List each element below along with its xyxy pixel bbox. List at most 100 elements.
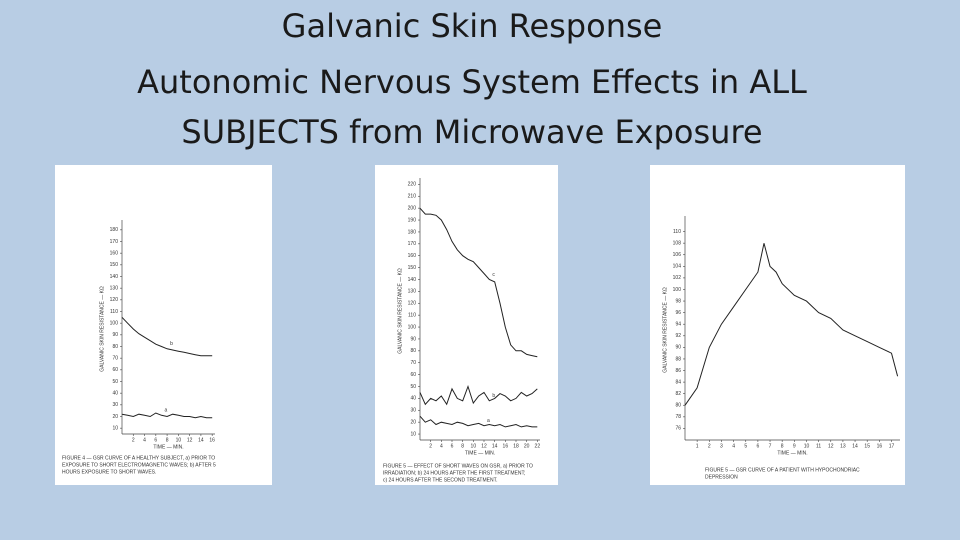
figure-panel bbox=[650, 165, 905, 485]
line-series bbox=[121, 412, 213, 419]
caption: FIGURE 4 — GSR CURVE OF A HEALTHY SUBJEC… bbox=[62, 455, 215, 461]
x-tick-label: 22 bbox=[535, 443, 541, 449]
x-tick-label: 10 bbox=[804, 443, 810, 449]
y-tick-label: 86 bbox=[675, 368, 681, 374]
y-tick-label: 96 bbox=[675, 310, 681, 316]
x-tick-label: 4 bbox=[440, 443, 443, 449]
figure-panel bbox=[375, 165, 558, 485]
caption: DEPRESSION bbox=[705, 474, 738, 480]
y-tick-label: 20 bbox=[112, 414, 118, 420]
y-axis-label: GALVANIC SKIN RESISTANCE — KΩ bbox=[662, 287, 668, 373]
x-tick-label: 16 bbox=[503, 443, 509, 449]
y-tick-label: 30 bbox=[410, 408, 416, 414]
y-tick-label: 106 bbox=[673, 252, 682, 258]
y-tick-label: 84 bbox=[675, 379, 681, 385]
y-tick-label: 102 bbox=[673, 275, 682, 281]
y-tick-label: 60 bbox=[410, 372, 416, 378]
x-tick-label: 14 bbox=[492, 443, 498, 449]
y-axis-label: GALVANIC SKIN RESISTANCE — KΩ bbox=[397, 268, 403, 354]
y-tick-label: 170 bbox=[408, 241, 417, 247]
y-tick-label: 94 bbox=[675, 322, 681, 328]
y-tick-label: 120 bbox=[408, 301, 417, 307]
x-tick-label: 4 bbox=[143, 437, 146, 443]
y-tick-label: 200 bbox=[408, 205, 417, 211]
caption: HOURS EXPOSURE TO SHORT WAVES. bbox=[62, 469, 156, 475]
x-tick-label: 9 bbox=[793, 443, 796, 449]
x-tick-label: 2 bbox=[132, 437, 135, 443]
x-axis-label: TIME — MIN. bbox=[153, 444, 183, 450]
x-tick-label: 20 bbox=[524, 443, 530, 449]
x-tick-label: 12 bbox=[828, 443, 834, 449]
y-tick-label: 210 bbox=[408, 194, 417, 200]
x-axis-label: TIME — MIN. bbox=[777, 450, 807, 456]
x-tick-label: 2 bbox=[708, 443, 711, 449]
y-tick-label: 180 bbox=[408, 229, 417, 235]
caption: c) 24 HOURS AFTER THE SECOND TREATMENT. bbox=[383, 477, 497, 483]
y-tick-label: 88 bbox=[675, 356, 681, 362]
x-tick-label: 6 bbox=[756, 443, 759, 449]
y-tick-label: 76 bbox=[675, 426, 681, 432]
y-tick-label: 20 bbox=[410, 419, 416, 425]
y-tick-label: 70 bbox=[112, 355, 118, 361]
y-tick-label: 180 bbox=[110, 227, 119, 233]
y-tick-label: 130 bbox=[408, 289, 417, 295]
y-tick-label: 82 bbox=[675, 391, 681, 397]
y-tick-label: 110 bbox=[673, 229, 681, 235]
series-label: b bbox=[492, 393, 495, 399]
y-tick-label: 108 bbox=[673, 240, 682, 246]
slide-title: Autonomic Nervous System Effects in ALL bbox=[137, 63, 807, 101]
y-tick-label: 80 bbox=[675, 403, 681, 409]
x-tick-label: 13 bbox=[840, 443, 846, 449]
y-tick-label: 80 bbox=[112, 344, 118, 350]
y-tick-label: 104 bbox=[673, 264, 682, 270]
x-tick-label: 8 bbox=[461, 443, 464, 449]
line-series bbox=[121, 316, 213, 357]
x-tick-label: 1 bbox=[696, 443, 699, 449]
y-tick-label: 70 bbox=[410, 360, 416, 366]
y-tick-label: 40 bbox=[410, 396, 416, 402]
series-label: c bbox=[492, 272, 495, 278]
y-tick-label: 90 bbox=[112, 332, 118, 338]
y-tick-label: 90 bbox=[410, 336, 416, 342]
y-tick-label: 78 bbox=[675, 414, 681, 420]
y-tick-label: 140 bbox=[110, 274, 119, 280]
x-tick-label: 17 bbox=[889, 443, 895, 449]
x-tick-label: 12 bbox=[187, 437, 193, 443]
line-series bbox=[419, 415, 538, 428]
y-tick-label: 10 bbox=[112, 425, 118, 431]
x-tick-label: 14 bbox=[852, 443, 858, 449]
y-tick-label: 60 bbox=[112, 367, 118, 373]
y-tick-label: 110 bbox=[408, 312, 416, 318]
y-tick-label: 160 bbox=[408, 253, 417, 259]
series-label: a bbox=[164, 408, 167, 414]
y-tick-label: 90 bbox=[675, 345, 681, 351]
slide-title: Galvanic Skin Response bbox=[282, 7, 663, 45]
caption: IRRADIATION; b) 24 HOURS AFTER THE FIRST… bbox=[383, 470, 525, 476]
x-tick-label: 10 bbox=[471, 443, 477, 449]
x-tick-label: 10 bbox=[176, 437, 182, 443]
slide-title: SUBJECTS from Microwave Exposure bbox=[181, 113, 762, 151]
y-tick-label: 120 bbox=[110, 297, 119, 303]
y-tick-label: 40 bbox=[112, 390, 118, 396]
y-tick-label: 150 bbox=[110, 262, 119, 268]
y-tick-label: 100 bbox=[673, 287, 682, 293]
series-label: a bbox=[487, 418, 490, 424]
y-tick-label: 92 bbox=[675, 333, 681, 339]
caption: FIGURE 5 — EFFECT OF SHORT WAVES ON GSR,… bbox=[383, 463, 533, 469]
y-tick-label: 50 bbox=[410, 384, 416, 390]
line-series bbox=[419, 207, 538, 358]
x-tick-label: 2 bbox=[429, 443, 432, 449]
y-tick-label: 160 bbox=[110, 250, 119, 256]
y-tick-label: 170 bbox=[110, 239, 119, 245]
caption: EXPOSURE TO SHORT ELECTROMAGNETIC WAVES;… bbox=[62, 462, 216, 468]
y-tick-label: 150 bbox=[408, 265, 417, 271]
y-tick-label: 80 bbox=[410, 348, 416, 354]
figure-panel bbox=[55, 165, 272, 485]
x-tick-label: 16 bbox=[877, 443, 883, 449]
y-tick-label: 100 bbox=[110, 320, 119, 326]
y-tick-label: 190 bbox=[408, 217, 417, 223]
y-tick-label: 100 bbox=[408, 324, 417, 330]
x-tick-label: 11 bbox=[816, 443, 821, 449]
x-tick-label: 8 bbox=[781, 443, 784, 449]
